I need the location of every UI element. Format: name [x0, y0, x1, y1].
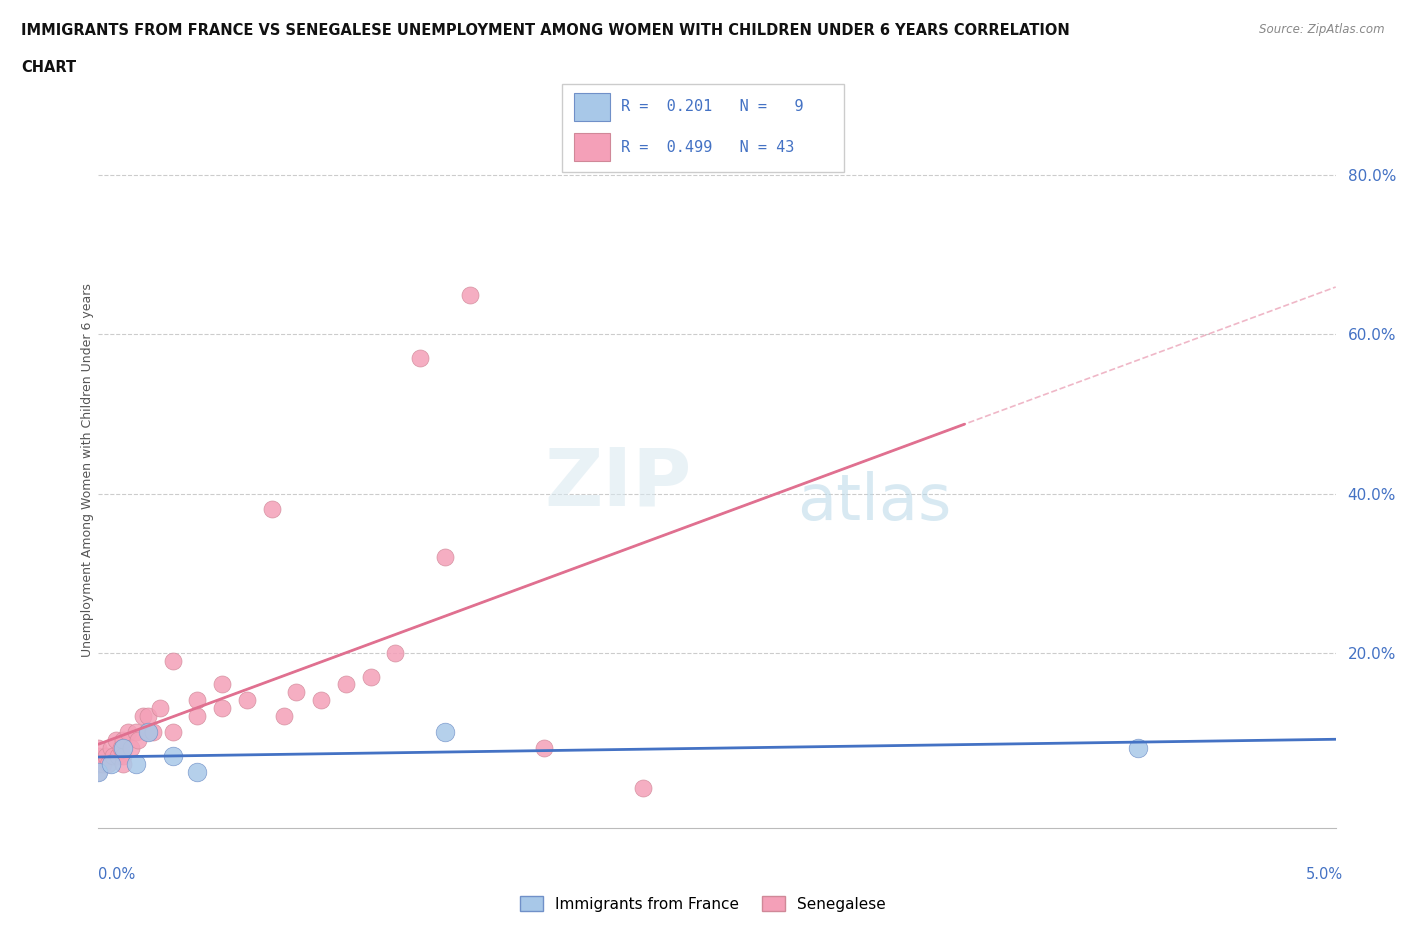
Text: Source: ZipAtlas.com: Source: ZipAtlas.com: [1260, 23, 1385, 36]
Point: [533, 740, 555, 755]
Bar: [574, 133, 610, 162]
Point: [127, 733, 149, 748]
Point: [236, 693, 259, 708]
Point: [87, 749, 110, 764]
Point: [260, 502, 283, 517]
Point: [631, 780, 654, 795]
Point: [384, 645, 406, 660]
Text: IMMIGRANTS FROM FRANCE VS SENEGALESE UNEMPLOYMENT AMONG WOMEN WITH CHILDREN UNDE: IMMIGRANTS FROM FRANCE VS SENEGALESE UNE…: [21, 23, 1070, 38]
Point: [149, 701, 172, 716]
Point: [94, 749, 117, 764]
Legend: Immigrants from France, Senegalese: Immigrants from France, Senegalese: [515, 889, 891, 918]
Point: [93, 757, 115, 772]
Text: 5.0%: 5.0%: [1306, 867, 1343, 882]
Point: [124, 724, 146, 739]
Point: [433, 724, 456, 739]
Text: ZIP: ZIP: [544, 445, 692, 523]
Point: [285, 685, 308, 700]
Point: [136, 724, 159, 739]
Text: R =  0.499   N = 43: R = 0.499 N = 43: [621, 140, 794, 154]
Point: [360, 669, 382, 684]
Point: [162, 724, 184, 739]
Point: [211, 701, 233, 716]
Point: [136, 709, 159, 724]
Point: [162, 749, 184, 764]
Point: [186, 709, 208, 724]
Point: [186, 693, 208, 708]
Point: [1126, 740, 1149, 755]
Point: [107, 749, 129, 764]
Point: [186, 764, 208, 779]
Y-axis label: Unemployment Among Women with Children Under 6 years: Unemployment Among Women with Children U…: [80, 283, 94, 657]
Point: [136, 724, 159, 739]
Text: R =  0.201   N =   9: R = 0.201 N = 9: [621, 100, 804, 114]
Point: [87, 740, 110, 755]
Point: [100, 740, 122, 755]
Point: [112, 749, 135, 764]
Point: [162, 653, 184, 668]
Point: [211, 677, 233, 692]
Point: [110, 740, 132, 755]
Point: [433, 550, 456, 565]
Point: [132, 709, 155, 724]
Point: [124, 757, 146, 772]
Point: [112, 740, 135, 755]
Point: [409, 351, 432, 365]
Text: 0.0%: 0.0%: [98, 867, 135, 882]
Point: [87, 764, 110, 779]
FancyBboxPatch shape: [562, 84, 844, 172]
Bar: [574, 93, 610, 121]
Point: [273, 709, 295, 724]
Point: [104, 733, 127, 748]
Point: [120, 740, 142, 755]
Point: [87, 764, 110, 779]
Point: [103, 749, 125, 764]
Point: [112, 733, 135, 748]
Point: [97, 757, 120, 772]
Point: [309, 693, 332, 708]
Point: [458, 287, 481, 302]
Point: [112, 757, 135, 772]
Point: [117, 724, 139, 739]
Point: [142, 724, 165, 739]
Point: [87, 757, 110, 772]
Point: [100, 757, 122, 772]
Point: [335, 677, 357, 692]
Text: CHART: CHART: [21, 60, 76, 75]
Text: atlas: atlas: [797, 471, 952, 533]
